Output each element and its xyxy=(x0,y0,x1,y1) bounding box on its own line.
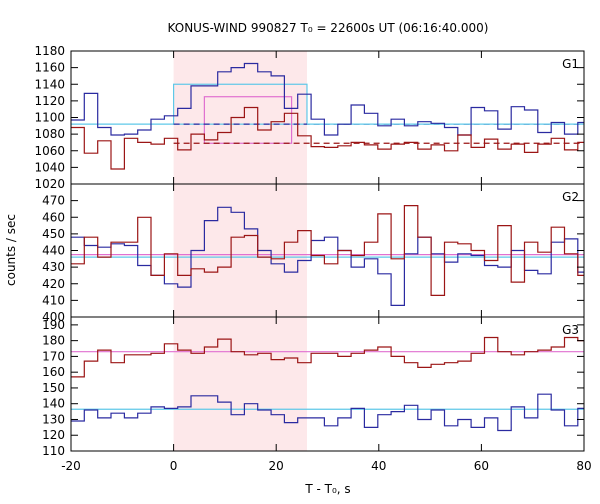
panel-g2-series-blue xyxy=(71,206,584,306)
panel-g2-ytick-label: 400 xyxy=(42,310,65,324)
xtick-label: 80 xyxy=(576,459,591,473)
panel-g2-label: G2 xyxy=(562,190,579,204)
panel-g2: 400 410 420 430 440 450 460 470 G2 xyxy=(42,183,585,324)
xtick-label: 20 xyxy=(269,459,284,473)
panel-g3-frame xyxy=(70,316,585,452)
panel-g1-series-blue xyxy=(71,62,584,136)
panel-g3-series-red xyxy=(71,336,584,378)
panel-g1-ytick-label: 1120 xyxy=(34,94,65,108)
panel-g1-ytick-label: 1180 xyxy=(34,44,65,58)
panel-g1-ytick-label: 1060 xyxy=(34,144,65,158)
xtick-label: -20 xyxy=(61,459,81,473)
panel-g2-ytick-label: 470 xyxy=(42,194,65,208)
chart-title: KONUS-WIND 990827 T₀ = 22600s UT (06:16:… xyxy=(168,21,489,35)
panel-g1-ytick-label: 1040 xyxy=(34,160,65,174)
panel-g3-ytick-label: 170 xyxy=(42,349,65,363)
panel-g1-series-red xyxy=(71,106,584,170)
panel-g3-ytick-label: 140 xyxy=(42,397,65,411)
panel-g2-ytick-label: 460 xyxy=(42,210,65,224)
panel-g1-label: G1 xyxy=(562,57,579,71)
panel-g1-frame xyxy=(70,50,585,185)
panel-g3-ytick-label: 160 xyxy=(42,365,65,379)
panel-g2-ytick-label: 430 xyxy=(42,260,65,274)
panel-g2-ytick-label: 410 xyxy=(42,293,65,307)
panel-g3-ytick-label: 110 xyxy=(42,444,65,458)
panel-g1-ytick-label: 1160 xyxy=(34,61,65,75)
panel-g1-ytick-label: 1020 xyxy=(34,177,65,191)
panel-g3-ytick-label: 190 xyxy=(42,318,65,332)
xtick-label: 0 xyxy=(170,459,178,473)
panel-g1-interval-box-0 xyxy=(173,83,308,125)
panel-g1-ytick-label: 1140 xyxy=(34,77,65,91)
panel-g3-series-blue xyxy=(71,393,584,432)
panel-g3-label: G3 xyxy=(562,323,579,337)
panel-g3-ytick-label: 130 xyxy=(42,412,65,426)
xtick-label: 60 xyxy=(474,459,489,473)
panel-g2-ytick-label: 420 xyxy=(42,277,65,291)
y-axis-label: counts / sec xyxy=(4,214,18,286)
panel-g1-ytick-label: 1080 xyxy=(34,127,65,141)
panel-g3-ytick-label: 120 xyxy=(42,428,65,442)
panel-g1-ytick-label: 1100 xyxy=(34,111,65,125)
panel-g2-frame xyxy=(70,183,585,318)
panel-g2-ytick-label: 440 xyxy=(42,244,65,258)
panel-g1: 1020 1040 1060 1080 1100 1120 1140 1160 1180 G1 xyxy=(34,44,585,191)
panel-g3-ytick-label: 150 xyxy=(42,381,65,395)
panel-g3-ytick-label: 180 xyxy=(42,334,65,348)
panel-g2-series-red xyxy=(71,205,584,296)
panel-g2-ytick-label: 450 xyxy=(42,227,65,241)
xtick-label: 40 xyxy=(371,459,386,473)
x-axis-label: T - T₀, s xyxy=(304,482,350,496)
